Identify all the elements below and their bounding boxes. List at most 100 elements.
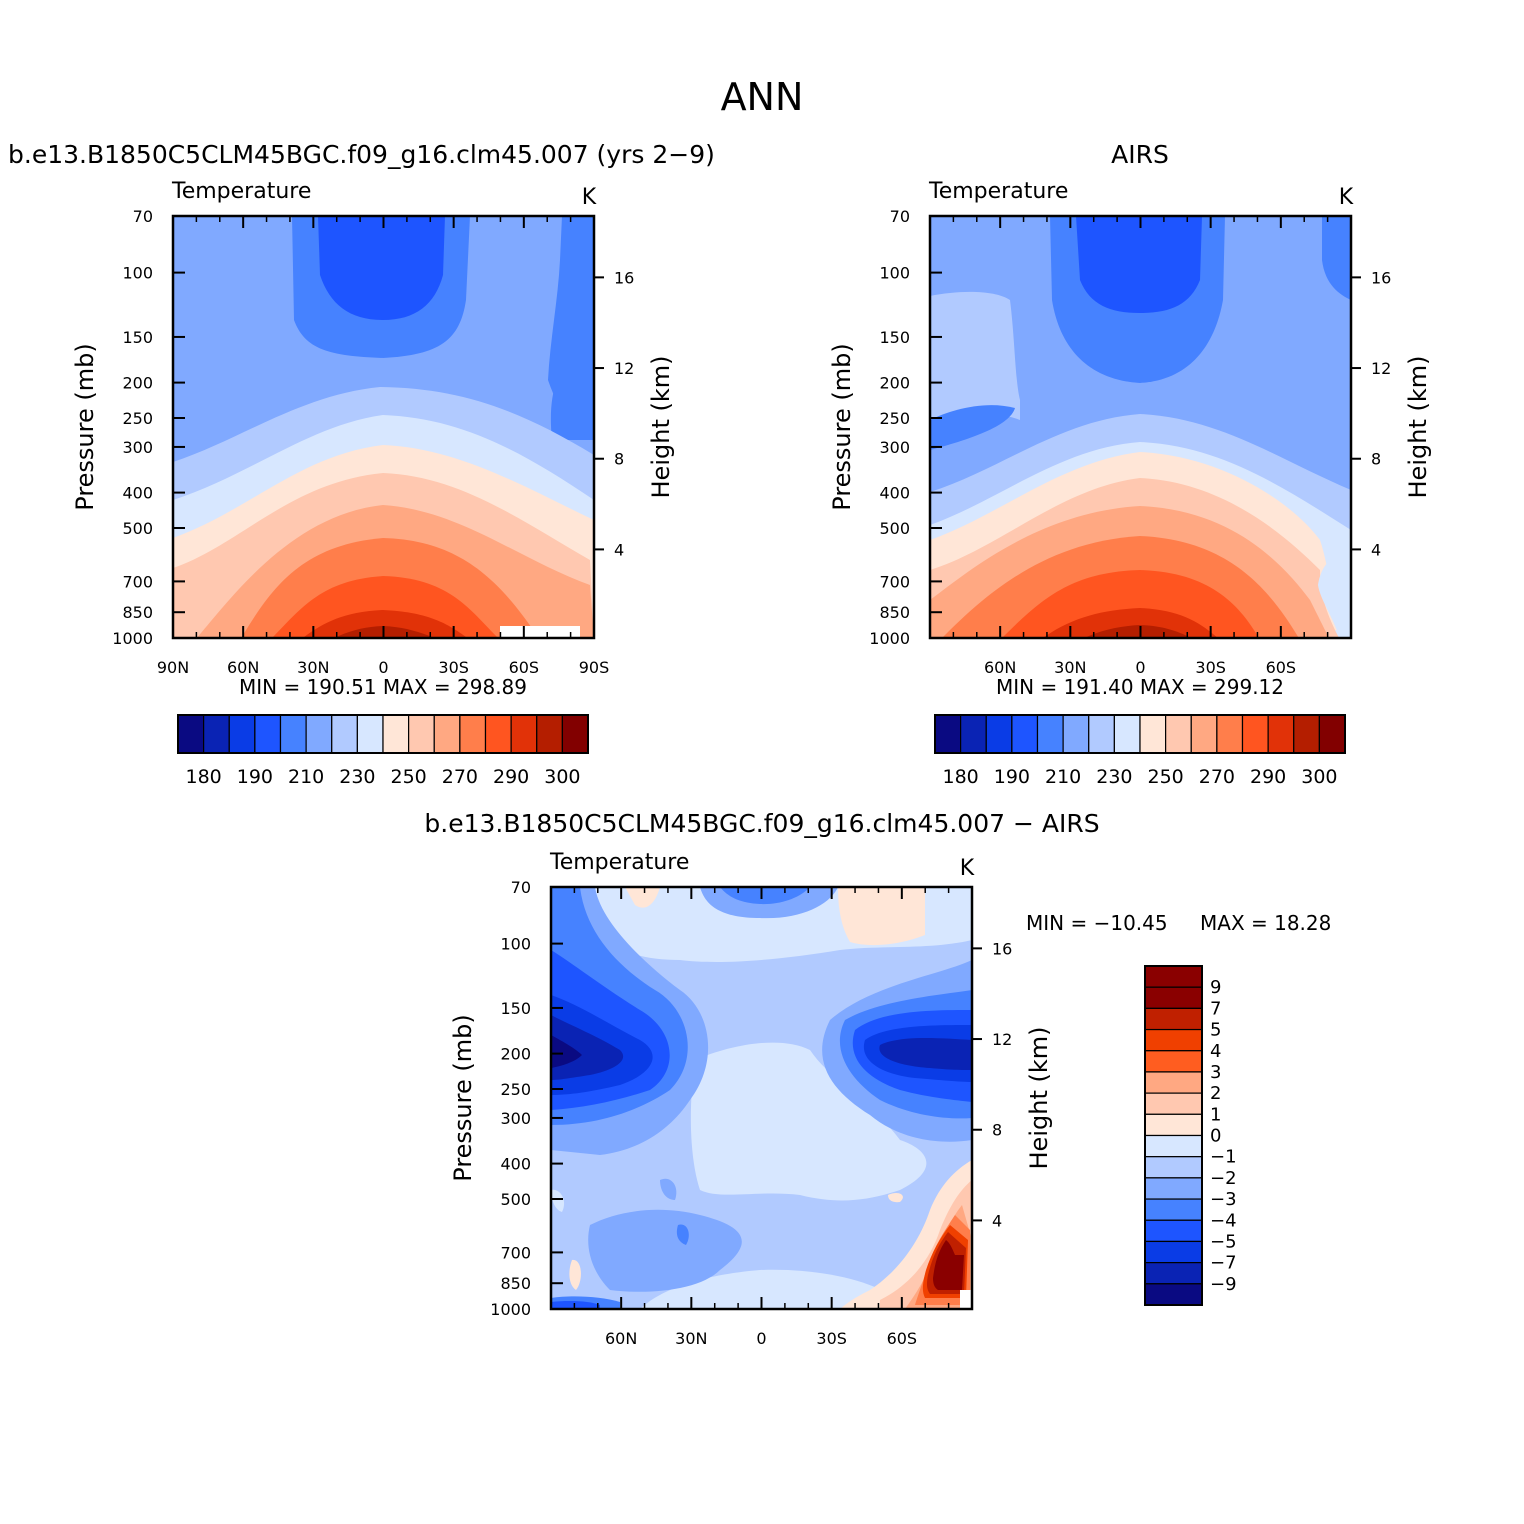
band-0-center: [690, 1042, 927, 1201]
band-neg-right-5: [879, 1037, 972, 1070]
panel-diff-contours: [551, 887, 972, 1309]
lat-tick-label: 60N: [227, 658, 259, 677]
colorbar-label: 290: [1250, 766, 1286, 788]
colorbar-label: 2: [1210, 1083, 1221, 1104]
colorbar-label: −5: [1210, 1231, 1237, 1252]
band-pos-max: [933, 1240, 964, 1290]
pressure-tick-label: 700: [500, 1243, 531, 1262]
pressure-tick-label: 850: [879, 603, 910, 622]
pressure-tick-label: 850: [122, 603, 153, 622]
pressure-tick-label: 300: [500, 1109, 531, 1128]
colorbar-swatch: [1293, 714, 1320, 754]
pressure-tick-label: 250: [879, 409, 910, 428]
colorbar-swatch: [356, 714, 384, 754]
colorbar-swatch: [1139, 714, 1167, 754]
colorbar-label: −7: [1210, 1253, 1237, 1274]
colorbar-swatch: [254, 714, 282, 754]
pressure-tick-label: 1000: [869, 629, 910, 648]
page-title: ANN: [721, 75, 804, 119]
colorbar-swatch: [1088, 714, 1115, 754]
height-tick-label: 8: [1371, 450, 1381, 469]
panel-diff-max: MAX = 18.28: [1200, 911, 1331, 935]
colorbar-label: −1: [1210, 1147, 1237, 1168]
height-tick-label: 12: [614, 359, 634, 378]
lat-tick-label: 0: [756, 1329, 766, 1348]
colorbar-label: −9: [1210, 1274, 1237, 1295]
lat-tick-label: 60S: [1266, 658, 1297, 677]
height-tick-label: 16: [1371, 268, 1391, 287]
lat-tick-label: 60S: [509, 658, 540, 677]
colorbar-label: 250: [390, 766, 426, 788]
colorbar-swatch: [305, 714, 333, 754]
pressure-tick-label: 100: [122, 264, 153, 283]
colorbar-label: 210: [1045, 766, 1081, 788]
colorbar-swatch: [1144, 986, 1203, 1009]
band-neg-lower: [588, 1209, 742, 1292]
band-295: [302, 610, 468, 638]
band-neg-left-6: [551, 1035, 582, 1068]
colorbar-swatch: [484, 714, 512, 754]
colorbar-label: −2: [1210, 1168, 1237, 1189]
colorbar-swatch: [1144, 1198, 1203, 1221]
colorbar-swatch: [1267, 714, 1295, 754]
height-axis-title: Height (km): [1025, 1027, 1053, 1170]
colorbar-swatch: [203, 714, 230, 754]
lat-tick-label: 30S: [438, 658, 469, 677]
colorbar-label: 1: [1210, 1104, 1221, 1125]
pressure-tick-label: 150: [122, 328, 153, 347]
band-neg-left-5: [551, 1015, 624, 1080]
colorbar-swatch: [1144, 1177, 1203, 1200]
lat-tick-label: 90N: [157, 658, 189, 677]
missing-surface: [960, 1290, 972, 1309]
pressure-axis-title: Pressure (mb): [71, 343, 99, 510]
panel-airs-contours: [930, 216, 1351, 638]
colorbar-swatch: [1144, 1113, 1203, 1137]
colorbar-label: 270: [1199, 766, 1235, 788]
colorbar-swatch: [1011, 714, 1039, 754]
colorbar-label: 300: [544, 766, 580, 788]
pressure-tick-label: 70: [890, 207, 910, 226]
pressure-tick-label: 850: [500, 1274, 531, 1293]
panel-airs-colorbar: 180 190 210 230 250 270 290 300: [934, 714, 1346, 788]
panel-model: b.e13.B1850C5CLM45BGC.f09_g16.clm45.007 …: [8, 140, 715, 788]
colorbar-swatch: [1216, 714, 1244, 754]
panel-airs-axes: 70 100 150 200 250 300 400 500 700 850 1000 16 12 8 4 6…: [828, 207, 1432, 677]
height-tick-label: 4: [1371, 540, 1381, 559]
colorbar-swatch: [1144, 1219, 1203, 1243]
band-210: [1076, 216, 1202, 313]
colorbar-swatch: [408, 714, 435, 754]
band-pos-top: [838, 887, 925, 946]
panel-model-units: K: [582, 185, 597, 210]
colorbar-swatch: [1144, 1050, 1203, 1073]
colorbar-swatch: [228, 714, 256, 754]
colorbar-label: 7: [1210, 998, 1221, 1019]
colorbar-swatch: [279, 714, 307, 754]
colorbar-swatch: [1144, 1007, 1203, 1031]
pressure-tick-label: 1000: [490, 1300, 531, 1319]
panel-diff: b.e13.B1850C5CLM45BGC.f09_g16.clm45.007 …: [424, 809, 1331, 1348]
colorbar-swatch: [1144, 1283, 1203, 1306]
band-290: [1002, 570, 1259, 638]
colorbar-label: 3: [1210, 1062, 1221, 1083]
pressure-tick-label: 400: [122, 484, 153, 503]
pressure-tick-label: 400: [500, 1155, 531, 1174]
panel-airs: AIRS Temperature K 70 100 150 200 250 300 400 5…: [828, 140, 1432, 788]
panel-diff-min: MIN = −10.45: [1026, 911, 1168, 935]
colorbar-swatch: [1165, 714, 1192, 754]
colorbar-label: 180: [942, 766, 978, 788]
height-tick-label: 4: [614, 540, 624, 559]
colorbar-label: −3: [1210, 1189, 1237, 1210]
panel-diff-variable: Temperature: [549, 850, 689, 875]
colorbar-swatch: [1062, 714, 1090, 754]
colorbar-label: 210: [288, 766, 324, 788]
colorbar-label: 190: [994, 766, 1030, 788]
panel-model-title: b.e13.B1850C5CLM45BGC.f09_g16.clm45.007 …: [8, 140, 715, 169]
colorbar-swatch: [1144, 1240, 1203, 1264]
pressure-tick-label: 100: [879, 264, 910, 283]
pressure-tick-label: 300: [122, 438, 153, 457]
colorbar-label: 0: [1210, 1126, 1221, 1147]
lat-tick-label: 30N: [297, 658, 329, 677]
band-220: [292, 216, 594, 440]
lat-tick-label: 0: [378, 658, 388, 677]
pressure-tick-label: 70: [511, 878, 531, 897]
